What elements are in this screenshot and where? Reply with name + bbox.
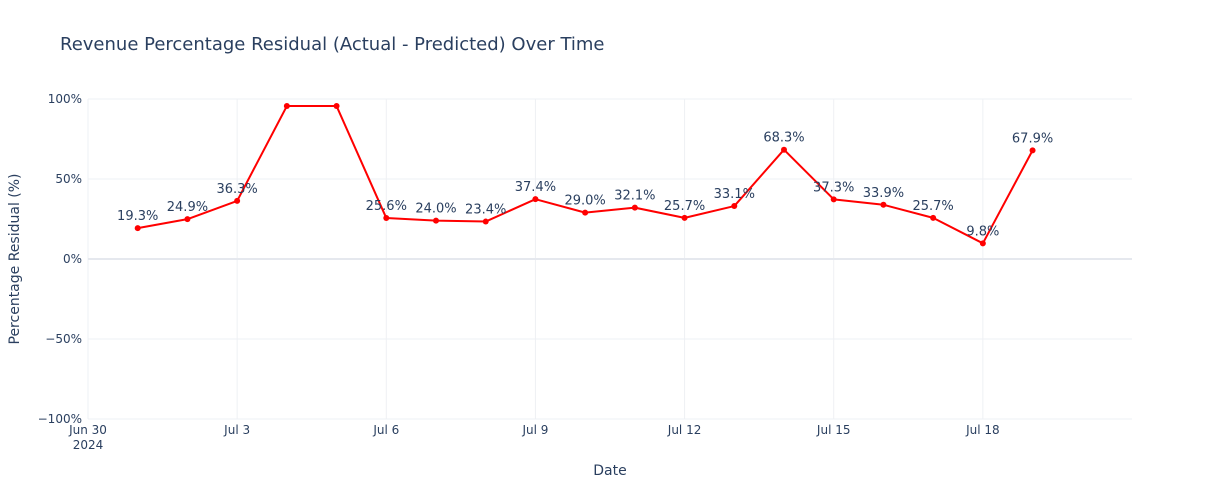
data-label: 33.9% bbox=[863, 186, 904, 201]
data-point[interactable] bbox=[482, 218, 489, 225]
grid-layer bbox=[87, 98, 1132, 420]
data-point[interactable] bbox=[880, 201, 887, 208]
data-point[interactable] bbox=[333, 103, 340, 110]
data-point[interactable] bbox=[234, 197, 241, 204]
data-label: 24.0% bbox=[415, 202, 456, 217]
data-point[interactable] bbox=[283, 103, 290, 110]
data-label: 25.7% bbox=[664, 199, 705, 214]
data-label: 33.1% bbox=[714, 187, 755, 202]
y-tick-label: 100% bbox=[48, 92, 82, 106]
points-layer bbox=[134, 103, 1036, 247]
data-labels-layer: 19.3% 24.9% 36.3% 25.6% 24.0% 23.4% 37.4% 29.0%… bbox=[117, 131, 1053, 240]
x-tick-label: Jul 6 bbox=[372, 423, 399, 437]
data-point[interactable] bbox=[830, 196, 837, 203]
data-point[interactable] bbox=[731, 203, 738, 210]
data-point[interactable] bbox=[930, 214, 937, 221]
data-point[interactable] bbox=[1029, 147, 1036, 154]
x-tick-sublabel: 2024 bbox=[73, 438, 104, 452]
data-label: 19.3% bbox=[117, 209, 158, 224]
data-label: 67.9% bbox=[1012, 131, 1053, 146]
x-tick-label: Jul 12 bbox=[667, 423, 702, 437]
data-label: 32.1% bbox=[614, 189, 655, 204]
data-label: 36.3% bbox=[216, 182, 257, 197]
data-point[interactable] bbox=[681, 214, 688, 221]
data-point[interactable] bbox=[134, 225, 141, 232]
y-tick-label: 0% bbox=[63, 252, 82, 266]
data-label: 25.7% bbox=[912, 199, 953, 214]
series-layer bbox=[137, 105, 1034, 245]
data-point[interactable] bbox=[582, 209, 589, 216]
chart-title: Revenue Percentage Residual (Actual - Pr… bbox=[60, 34, 605, 55]
x-tick-label: Jul 15 bbox=[816, 423, 851, 437]
data-point[interactable] bbox=[631, 204, 638, 211]
data-label: 68.3% bbox=[763, 131, 804, 146]
y-tick-label: 50% bbox=[55, 172, 82, 186]
data-point[interactable] bbox=[979, 240, 986, 247]
data-label: 23.4% bbox=[465, 203, 506, 218]
data-label: 25.6% bbox=[366, 199, 407, 214]
data-label: 37.3% bbox=[813, 180, 854, 195]
data-point[interactable] bbox=[383, 215, 390, 222]
data-label: 24.9% bbox=[167, 200, 208, 215]
y-tick-label: −50% bbox=[45, 332, 82, 346]
x-axis-title: Date bbox=[593, 463, 626, 479]
x-tick-label: Jul 9 bbox=[521, 423, 548, 437]
x-tick-label: Jul 18 bbox=[965, 423, 1000, 437]
x-tick-label: Jun 30 bbox=[68, 423, 107, 437]
data-label: 9.8% bbox=[966, 224, 999, 239]
data-point[interactable] bbox=[781, 146, 787, 153]
y-axis-title: Percentage Residual (%) bbox=[7, 173, 23, 344]
data-label: 37.4% bbox=[515, 180, 556, 195]
x-tick-label: Jul 3 bbox=[223, 423, 250, 437]
data-label: 29.0% bbox=[564, 194, 605, 209]
data-point[interactable] bbox=[184, 216, 191, 223]
series-line bbox=[137, 105, 1034, 245]
y-tick-label: −100% bbox=[38, 412, 82, 426]
data-point[interactable] bbox=[433, 217, 439, 224]
data-point[interactable] bbox=[532, 196, 539, 203]
